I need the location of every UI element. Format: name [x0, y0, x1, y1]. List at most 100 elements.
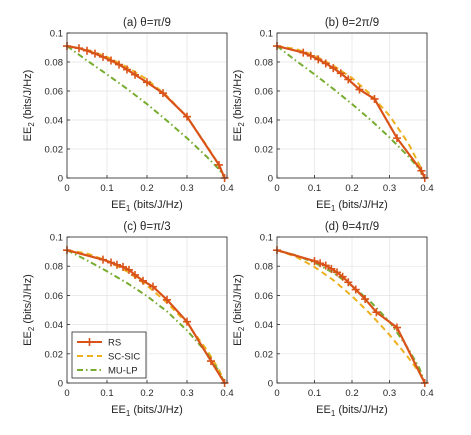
y-axis-label: EE2 (bits/J/Hz)	[22, 274, 36, 346]
y-tick-label: 0.08	[45, 58, 64, 69]
y-tick-label: 0.04	[255, 116, 274, 127]
data-point-marker	[336, 69, 345, 78]
data-point-marker	[125, 265, 133, 274]
x-axis-label: EE1 (bits/J/Hz)	[316, 404, 388, 418]
legend: RS SC-SIC MU-LP	[71, 331, 147, 379]
x-tick-label: 0.3	[383, 388, 396, 399]
y-tick-label: 0.04	[255, 320, 274, 331]
panels: 0 0.1 0.2 0.3 0.4 0 0.02 0.04 0.06 0.08 0.1 (a) θ=π…	[22, 17, 434, 418]
y-tick-label: 0.06	[255, 291, 274, 302]
panel-title: (d) θ=4π/9	[325, 221, 379, 233]
data-point-marker	[321, 261, 330, 270]
series-line-mu-lp	[276, 45, 426, 179]
data-point-marker	[91, 49, 99, 58]
x-tick-label: 0	[274, 183, 279, 194]
data-point-marker	[183, 317, 191, 326]
data-point-marker	[207, 357, 215, 366]
chart-panel-2: 0 0.1 0.2 0.3 0.4 0 0.02 0.04 0.06 0.08 0.1 (b) θ=2…	[232, 17, 434, 213]
data-point-marker	[107, 258, 115, 267]
legend-marker-rs	[85, 338, 94, 346]
y-tick-label: 0.08	[45, 262, 64, 273]
y-tick-label: 0.06	[45, 87, 64, 98]
data-point-marker	[316, 259, 325, 268]
data-point-marker	[372, 308, 381, 317]
panel-title: (a) θ=π/9	[123, 17, 171, 29]
x-tick-label: 0.2	[140, 183, 153, 194]
data-point-marker	[327, 264, 336, 273]
series-line-sc-sic	[276, 249, 426, 384]
y-tick-label: 0.1	[260, 29, 273, 40]
x-tick-label: 0.2	[345, 388, 358, 399]
data-point-marker	[351, 285, 360, 294]
data-point-marker	[149, 282, 157, 291]
y-tick-label: 0.04	[45, 320, 64, 331]
data-point-marker	[344, 75, 353, 84]
data-point-marker	[139, 276, 147, 285]
y-tick-label: 0.1	[260, 233, 273, 244]
data-point-marker	[123, 65, 131, 74]
x-tick-label: 0.4	[420, 183, 433, 194]
y-tick-label: 0.1	[50, 29, 63, 40]
data-point-marker	[159, 89, 167, 98]
series-line-sc-sic	[276, 45, 426, 179]
y-tick-label: 0	[268, 379, 273, 390]
data-point-marker	[321, 59, 330, 68]
panel-title: (b) θ=2π/9	[325, 17, 379, 29]
x-tick-label: 0.1	[100, 388, 113, 399]
x-tick-label: 0	[274, 388, 279, 399]
y-axis-label: EE2 (bits/J/Hz)	[22, 70, 36, 142]
x-tick-label: 0.4	[220, 388, 233, 399]
x-tick-label: 0.1	[308, 388, 321, 399]
data-point-marker	[183, 112, 191, 121]
x-tick-label: 0	[64, 388, 69, 399]
legend-label-rs: RS	[108, 338, 121, 349]
data-point-marker	[361, 295, 370, 304]
x-axis-label: EE1 (bits/J/Hz)	[111, 199, 183, 213]
data-point-marker	[329, 64, 338, 73]
legend-box	[71, 331, 147, 379]
chart-panel-1: 0 0.1 0.2 0.3 0.4 0 0.02 0.04 0.06 0.08 0.1 (a) θ=π…	[22, 17, 234, 213]
y-tick-label: 0	[58, 174, 63, 185]
y-axis-label: EE2 (bits/J/Hz)	[232, 274, 246, 346]
data-point-marker	[314, 55, 323, 64]
y-tick-label: 0.06	[45, 291, 64, 302]
data-point-marker	[344, 278, 353, 287]
legend-label-sc-sic: SC-SIC	[108, 352, 140, 363]
data-point-marker	[119, 262, 127, 271]
data-point-marker	[107, 56, 115, 65]
y-tick-label: 0.08	[255, 58, 274, 69]
chart-panel-4: 0 0.1 0.2 0.3 0.4 0 0.02 0.04 0.06 0.08 0.1 (d) θ=4…	[232, 221, 434, 418]
series-line-mu-lp	[66, 45, 226, 179]
x-tick-label: 0	[64, 183, 69, 194]
y-tick-label: 0.04	[45, 116, 64, 127]
data-point-marker	[115, 60, 123, 69]
x-tick-label: 0.4	[220, 183, 233, 194]
y-axis-label: EE2 (bits/J/Hz)	[232, 70, 246, 142]
data-point-marker	[99, 52, 107, 61]
data-point-marker	[131, 270, 139, 279]
x-axis-label: EE1 (bits/J/Hz)	[316, 199, 388, 213]
data-point-marker	[131, 70, 139, 79]
data-point-marker	[306, 51, 315, 60]
y-tick-label: 0.06	[255, 87, 274, 98]
x-axis-label: EE1 (bits/J/Hz)	[111, 404, 183, 418]
y-tick-label: 0.1	[50, 233, 63, 244]
y-tick-label: 0	[58, 379, 63, 390]
data-point-marker	[355, 85, 364, 94]
data-point-marker	[99, 255, 107, 264]
y-tick-label: 0	[268, 174, 273, 185]
y-tick-label: 0.02	[255, 349, 274, 360]
data-point-marker	[299, 48, 308, 57]
data-point-marker	[75, 44, 83, 53]
data-point-marker	[393, 323, 401, 332]
data-point-marker	[143, 78, 151, 87]
data-point-marker	[83, 46, 91, 55]
y-tick-label: 0.02	[45, 349, 64, 360]
data-point-marker	[215, 160, 223, 169]
data-point-marker	[333, 268, 341, 277]
data-point-marker	[163, 295, 171, 304]
data-point-marker	[370, 94, 379, 103]
y-tick-label: 0.02	[255, 145, 274, 156]
legend-label-mu-lp: MU-LP	[108, 366, 138, 377]
